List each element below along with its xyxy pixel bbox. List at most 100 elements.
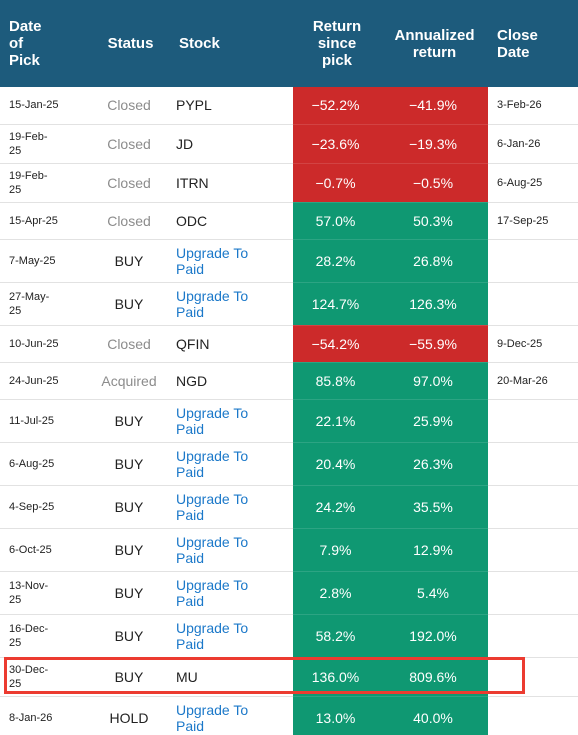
close-date: 6-Aug-25 — [497, 176, 543, 189]
status-cell: Closed — [88, 325, 170, 363]
return: 58.2% — [315, 627, 356, 644]
stock-cell: Upgrade To Paid — [170, 614, 293, 658]
annualized: 97.0% — [413, 372, 453, 389]
upgrade-link[interactable]: Upgrade To Paid — [176, 533, 249, 566]
row: 11-Jul-25 BUY Upgrade To Paid 22.1% 25.9% — [0, 399, 578, 443]
header-label: Annualized return — [394, 26, 475, 61]
date: 19-Feb-25 — [9, 169, 48, 196]
date: 24-Jun-25 — [9, 374, 59, 387]
status: Closed — [107, 97, 151, 114]
status-cell: BUY — [88, 571, 170, 615]
close-cell — [488, 485, 578, 529]
date: 15-Apr-25 — [9, 214, 58, 227]
annualized: 25.9% — [413, 412, 453, 429]
date: 6-Aug-25 — [9, 457, 55, 470]
upgrade-link[interactable]: Upgrade To Paid — [176, 576, 249, 609]
status-cell: Closed — [88, 163, 170, 203]
stock-cell: Upgrade To Paid — [170, 282, 293, 326]
row: 6-Aug-25 BUY Upgrade To Paid 20.4% 26.3% — [0, 442, 578, 486]
return: 28.2% — [315, 252, 356, 269]
annualized-cell: 50.3% — [378, 202, 488, 240]
date-cell: 16-Dec-25 — [0, 614, 88, 658]
stock-cell: Upgrade To Paid — [170, 399, 293, 443]
annualized-cell: 97.0% — [378, 362, 488, 400]
close-date: 6-Jan-26 — [497, 137, 541, 150]
close-cell — [488, 528, 578, 572]
status-cell: Closed — [88, 124, 170, 164]
annualized: 50.3% — [413, 212, 453, 229]
status: HOLD — [109, 709, 149, 726]
status: BUY — [114, 412, 144, 429]
return: 24.2% — [315, 498, 356, 515]
stock: QFIN — [176, 335, 210, 352]
return-cell: 57.0% — [293, 202, 378, 240]
row: 6-Oct-25 BUY Upgrade To Paid 7.9% 12.9% — [0, 528, 578, 572]
return-cell: 20.4% — [293, 442, 378, 486]
stock-cell: QFIN — [170, 325, 293, 363]
close-cell: 20-Mar-26 — [488, 362, 578, 400]
stock-cell: JD — [170, 124, 293, 164]
return: 20.4% — [315, 455, 356, 472]
date: 19-Feb-25 — [9, 130, 48, 157]
annualized-cell: −41.9% — [378, 87, 488, 125]
date-cell: 19-Feb-25 — [0, 124, 88, 164]
close-cell: 6-Aug-25 — [488, 163, 578, 203]
upgrade-link[interactable]: Upgrade To Paid — [176, 244, 249, 277]
return: −0.7% — [315, 174, 356, 191]
stock: ITRN — [176, 174, 209, 191]
upgrade-link[interactable]: Upgrade To Paid — [176, 701, 249, 734]
status: Closed — [107, 174, 151, 191]
header-label: Close Date — [497, 26, 538, 61]
status: Closed — [107, 335, 151, 352]
date: 4-Sep-25 — [9, 500, 55, 513]
return: −54.2% — [311, 335, 360, 352]
header-cell: Return since pick — [293, 0, 378, 87]
date: 15-Jan-25 — [9, 99, 59, 112]
return-cell: −0.7% — [293, 163, 378, 203]
return: 124.7% — [311, 295, 360, 312]
status-cell: HOLD — [88, 696, 170, 735]
annualized: 192.0% — [409, 627, 457, 644]
return: 136.0% — [311, 668, 360, 685]
upgrade-link[interactable]: Upgrade To Paid — [176, 447, 249, 480]
status-cell: Acquired — [88, 362, 170, 400]
upgrade-link[interactable]: Upgrade To Paid — [176, 619, 249, 652]
stock-cell: ITRN — [170, 163, 293, 203]
return-cell: 136.0% — [293, 657, 378, 697]
return-cell: 124.7% — [293, 282, 378, 326]
date: 30-Dec-25 — [9, 663, 49, 690]
upgrade-link[interactable]: Upgrade To Paid — [176, 490, 249, 523]
status-cell: BUY — [88, 657, 170, 697]
status: BUY — [114, 627, 144, 644]
header-label: Status — [107, 35, 154, 52]
close-cell — [488, 696, 578, 735]
upgrade-link[interactable]: Upgrade To Paid — [176, 287, 249, 320]
stock-cell: MU — [170, 657, 293, 697]
row: 4-Sep-25 BUY Upgrade To Paid 24.2% 35.5% — [0, 485, 578, 529]
return-cell: −23.6% — [293, 124, 378, 164]
status-cell: BUY — [88, 528, 170, 572]
status: Closed — [107, 212, 151, 229]
date: 7-May-25 — [9, 254, 56, 267]
header-cell: Date of Pick — [0, 0, 88, 87]
annualized-cell: 25.9% — [378, 399, 488, 443]
close-cell — [488, 571, 578, 615]
row: 10-Jun-25 Closed QFIN −54.2% −55.9% 9-Dec-25 — [0, 325, 578, 363]
close-cell — [488, 657, 578, 697]
date-cell: 13-Nov-25 — [0, 571, 88, 615]
row: 16-Dec-25 BUY Upgrade To Paid 58.2% 192.0% — [0, 614, 578, 658]
date-cell: 4-Sep-25 — [0, 485, 88, 529]
date: 10-Jun-25 — [9, 337, 59, 350]
stock-cell: Upgrade To Paid — [170, 571, 293, 615]
annualized-cell: 40.0% — [378, 696, 488, 735]
status-cell: BUY — [88, 485, 170, 529]
return: 2.8% — [319, 584, 352, 601]
upgrade-link[interactable]: Upgrade To Paid — [176, 404, 249, 437]
date-cell: 27-May-25 — [0, 282, 88, 326]
return: 22.1% — [315, 412, 356, 429]
header-label: Return since pick — [312, 18, 362, 69]
row: 13-Nov-25 BUY Upgrade To Paid 2.8% 5.4% — [0, 571, 578, 615]
stock: PYPL — [176, 97, 212, 114]
annualized-cell: −19.3% — [378, 124, 488, 164]
return-cell: 22.1% — [293, 399, 378, 443]
